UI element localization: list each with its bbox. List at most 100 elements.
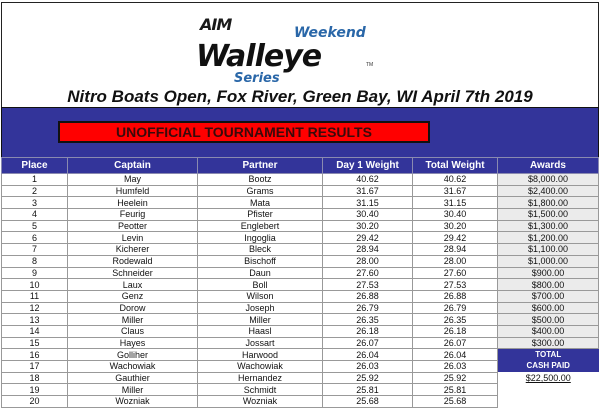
cell-captain: Dorow: [67, 301, 198, 315]
cell-award: $1,800.00: [497, 196, 599, 210]
header: AIM Weekend Walleye TM Series Nitro Boat…: [1, 2, 599, 108]
cell-award: $1,200.00: [497, 231, 599, 245]
results-table: Place Captain Partner Day 1 Weight Total Wei…: [1, 157, 599, 408]
cell-total-weight: 31.67: [412, 184, 498, 198]
cell-day1-weight: 26.35: [322, 313, 413, 326]
cell-award: $1,000.00: [497, 254, 599, 268]
logo-aim: AIM: [200, 15, 232, 34]
cell-day1-weight: 40.62: [322, 173, 413, 186]
logo-walleye: Walleye: [196, 39, 322, 74]
cell-total-weight: 28.94: [412, 243, 498, 256]
table-row: 20 Wozniak Wozniak 25.68 25.68: [1, 395, 599, 408]
cell-captain: Golliher: [67, 348, 198, 361]
cell-place: 11: [1, 289, 68, 303]
cell-place: 15: [1, 336, 68, 350]
table-row: 15 Hayes Jossart 26.07 26.07 $300.00: [1, 336, 599, 350]
header-place: Place: [1, 157, 68, 174]
cell-award: $1,500.00: [497, 208, 599, 221]
cell-captain: Miller: [67, 383, 198, 397]
cell-total-weight: 26.79: [412, 301, 498, 315]
cell-partner: Joseph: [197, 301, 323, 315]
cell-partner: Harwood: [197, 348, 323, 361]
cell-captain: Genz: [67, 289, 198, 303]
cell-day1-weight: 26.07: [322, 336, 413, 350]
cell-captain: Laux: [67, 278, 198, 291]
table-row: 5 Peotter Englebert 30.20 30.20 $1,300.00: [1, 219, 599, 233]
cell-award: $300.00: [497, 336, 599, 350]
cell-captain: Wozniak: [67, 395, 198, 408]
header-partner: Partner: [197, 157, 323, 174]
table-row: 17 Wachowiak Wachowiak 26.03 26.03 CASH PAID: [1, 360, 599, 373]
empty-cell: [497, 395, 599, 408]
cell-partner: Englebert: [197, 219, 323, 233]
cell-place: 20: [1, 395, 68, 408]
cell-captain: Gauthier: [67, 371, 198, 385]
cell-partner: Wilson: [197, 289, 323, 303]
cell-partner: Bischoff: [197, 254, 323, 268]
cell-partner: Bleck: [197, 243, 323, 256]
cell-place: 9: [1, 266, 68, 280]
cell-partner: Daun: [197, 266, 323, 280]
cell-captain: May: [67, 173, 198, 186]
cell-partner: Schmidt: [197, 383, 323, 397]
cell-day1-weight: 26.04: [322, 348, 413, 361]
cell-total-weight: 30.40: [412, 208, 498, 221]
total-label: TOTAL: [497, 348, 599, 361]
cash-paid-label: CASH PAID: [497, 360, 599, 373]
empty-cell: [497, 383, 599, 396]
cell-partner: Boll: [197, 278, 323, 291]
cell-day1-weight: 26.03: [322, 360, 413, 373]
cell-total-weight: 29.42: [412, 231, 498, 245]
logo-weekend: Weekend: [294, 25, 366, 41]
table-row: 3 Heelein Mata 31.15 31.15 $1,800.00: [1, 196, 599, 210]
cell-partner: Jossart: [197, 336, 323, 350]
table-row: 8 Rodewald Bischoff 28.00 28.00 $1,000.00: [1, 254, 599, 268]
cell-partner: Mata: [197, 196, 323, 210]
cell-day1-weight: 27.60: [322, 266, 413, 280]
cell-award: $1,100.00: [497, 243, 599, 256]
cell-partner: Ingoglia: [197, 231, 323, 245]
cell-total-weight: 30.20: [412, 219, 498, 233]
cell-place: 10: [1, 278, 68, 291]
cell-total-weight: 25.92: [412, 371, 498, 385]
header-total-weight: Total Weight: [412, 157, 498, 174]
cell-place: 8: [1, 254, 68, 268]
table-row: 13 Miller Miller 26.35 26.35 $500.00: [1, 313, 599, 326]
cell-total-weight: 40.62: [412, 173, 498, 186]
cell-total-weight: 26.04: [412, 348, 498, 361]
cell-captain: Peotter: [67, 219, 198, 233]
cell-award: $600.00: [497, 301, 599, 315]
cell-day1-weight: 30.20: [322, 219, 413, 233]
cell-place: 14: [1, 324, 68, 338]
cell-captain: Hayes: [67, 336, 198, 350]
table-row: 1 May Bootz 40.62 40.62 $8,000.00: [1, 173, 599, 186]
table-row: 6 Levin Ingoglia 29.42 29.42 $1,200.00: [1, 231, 599, 245]
cell-place: 1: [1, 173, 68, 186]
cell-day1-weight: 31.67: [322, 184, 413, 198]
table-row: 11 Genz Wilson 26.88 26.88 $700.00: [1, 289, 599, 303]
cell-day1-weight: 29.42: [322, 231, 413, 245]
cell-award: $2,400.00: [497, 184, 599, 198]
cell-day1-weight: 31.15: [322, 196, 413, 210]
cell-award: $400.00: [497, 324, 599, 338]
cell-day1-weight: 30.40: [322, 208, 413, 221]
cell-place: 2: [1, 184, 68, 198]
cell-day1-weight: 26.79: [322, 301, 413, 315]
cell-place: 4: [1, 208, 68, 221]
cell-place: 12: [1, 301, 68, 315]
cell-place: 3: [1, 196, 68, 210]
cell-award: $700.00: [497, 289, 599, 303]
logo-tm: TM: [366, 62, 374, 68]
cell-award: $500.00: [497, 313, 599, 326]
cell-total-weight: 26.07: [412, 336, 498, 350]
cell-captain: Schneider: [67, 266, 198, 280]
cell-captain: Kicherer: [67, 243, 198, 256]
cell-day1-weight: 25.68: [322, 395, 413, 408]
cell-partner: Bootz: [197, 173, 323, 186]
cell-total-weight: 25.68: [412, 395, 498, 408]
results-banner: UNOFFICIAL TOURNAMENT RESULTS: [58, 121, 430, 143]
cell-day1-weight: 26.88: [322, 289, 413, 303]
cell-captain: Feurig: [67, 208, 198, 221]
cell-captain: Heelein: [67, 196, 198, 210]
